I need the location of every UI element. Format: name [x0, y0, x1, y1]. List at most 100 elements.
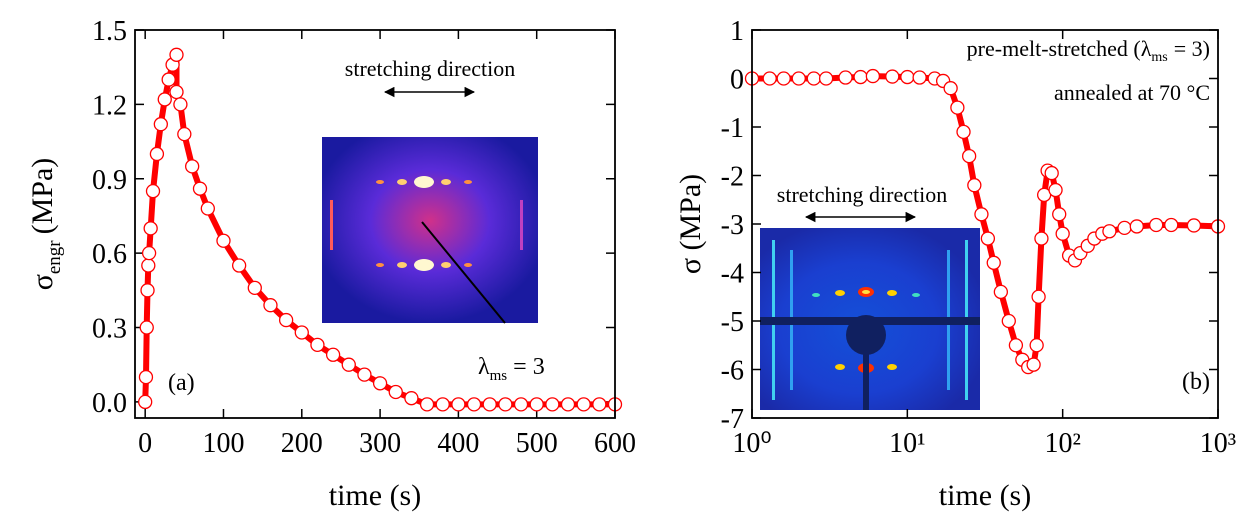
note: λms = 3 [478, 354, 545, 384]
data-point [838, 70, 853, 85]
x-tick-label: 600 [594, 428, 636, 459]
data-point [138, 394, 153, 410]
data-point [177, 126, 192, 142]
data-point [372, 376, 388, 391]
y-tick-label: -6 [721, 356, 744, 387]
x-tick-label: 100 [202, 428, 244, 459]
plot-frame [751, 29, 1219, 419]
y-tick-label: -7 [721, 404, 744, 435]
note-line: annealed at 70 °C [1054, 80, 1210, 105]
data-point [357, 367, 372, 382]
data-point [138, 369, 154, 385]
y-tick-label: 0.3 [92, 314, 127, 345]
data-point [776, 71, 791, 86]
data-point [885, 69, 900, 84]
data-point [143, 221, 158, 236]
y-tick-label: 0.6 [92, 239, 127, 270]
data-point [1008, 338, 1024, 353]
x-tick-label: 300 [359, 428, 401, 459]
data-point [912, 70, 927, 85]
data-point [466, 397, 482, 412]
data-point [818, 71, 834, 86]
x-tick-label: 10¹ [889, 428, 925, 459]
data-point [278, 312, 294, 328]
data-point [961, 148, 977, 164]
x-tick-label: 10⁰ [732, 428, 771, 459]
y-tick-label: -4 [721, 259, 744, 290]
data-point [1048, 182, 1063, 198]
data-point [435, 397, 450, 412]
data-point [263, 298, 278, 313]
data-point [1026, 357, 1041, 372]
y-tick-label: -5 [721, 307, 744, 338]
data-point [1186, 218, 1202, 233]
series-line [142, 53, 615, 408]
data-point [986, 255, 1001, 270]
x-tick-label: 200 [281, 428, 323, 459]
y-tick-label: -1 [721, 113, 744, 144]
plot-frame [134, 29, 616, 419]
data-point [498, 397, 513, 412]
data-point [560, 397, 576, 412]
data-point [1164, 217, 1179, 233]
note-suffix: = 3) [1174, 36, 1210, 61]
data-point [1029, 338, 1044, 353]
x-axis-title: time (s) [939, 479, 1031, 512]
data-point [141, 245, 157, 261]
data-point [943, 81, 958, 96]
note-line: pre-melt-stretched (λms = 3) [967, 36, 1210, 65]
data-point [513, 397, 529, 412]
data-point [149, 146, 165, 162]
inset-label: stretching direction [345, 56, 515, 81]
data-point [980, 231, 996, 246]
data-point [247, 280, 262, 295]
inset-image-a [322, 137, 538, 324]
data-point [853, 69, 868, 85]
data-point [1031, 289, 1046, 304]
data-point [576, 397, 591, 412]
inset-image-b [760, 228, 980, 410]
data-point [545, 397, 560, 412]
data-point [1052, 207, 1067, 222]
data-point [341, 357, 356, 372]
x-tick-label: 10³ [1200, 428, 1236, 459]
data-point [325, 347, 341, 362]
data-point [161, 72, 176, 87]
data-point [529, 397, 544, 412]
data-point [139, 320, 154, 335]
y-title-symbol: σ [26, 274, 59, 290]
data-point [169, 47, 184, 62]
data-point [592, 397, 607, 412]
data-point [791, 71, 806, 86]
data-point [200, 201, 215, 216]
y-tick-label: 0.0 [92, 388, 127, 419]
data-point [231, 258, 247, 273]
data-point [806, 71, 821, 86]
x-tick-label: 10² [1044, 428, 1080, 459]
data-point [1129, 219, 1144, 234]
note-prefix: pre-melt-stretched (λ [967, 36, 1152, 61]
data-point [762, 71, 777, 86]
data-point [1034, 231, 1049, 246]
data-point [956, 124, 971, 140]
data-point [1044, 165, 1059, 181]
data-point [404, 391, 419, 406]
y-tick-label: 1 [730, 16, 744, 47]
data-point [310, 337, 325, 353]
data-point [950, 100, 965, 115]
data-point [216, 233, 231, 248]
note-symbol: λ [478, 354, 490, 380]
data-point [1117, 220, 1132, 236]
y-tick-label: -3 [721, 210, 744, 241]
data-point [482, 397, 497, 412]
note-subscript: ms [1151, 50, 1167, 65]
data-point [967, 178, 982, 193]
x-tick-label: 400 [437, 428, 479, 459]
data-point [451, 397, 466, 412]
x-tick-label: 0 [138, 428, 152, 459]
y-tick-label: -2 [721, 162, 744, 193]
y-title-unit: (MPa) [26, 158, 59, 235]
data-point [192, 181, 208, 196]
